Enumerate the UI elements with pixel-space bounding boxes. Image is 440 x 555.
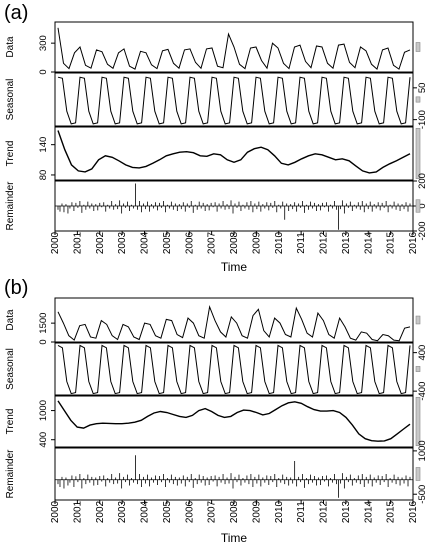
x-tick-label: 2004 — [140, 500, 151, 523]
panel-frame-remainder — [54, 447, 414, 501]
x-tick-label: 2002 — [95, 231, 106, 254]
x-tick-label: 2012 — [319, 231, 330, 254]
x-tick-label: 2013 — [341, 231, 352, 254]
x-tick-label: 2016 — [408, 500, 419, 523]
x-tick-label: 2007 — [207, 500, 218, 523]
component-label: Trend — [5, 141, 16, 167]
scale-bar — [415, 42, 421, 52]
scale-bar — [415, 315, 421, 325]
y-tick-label: 0 — [38, 339, 49, 344]
component-label: Data — [5, 309, 16, 331]
y-tick-label: -400 — [417, 382, 428, 401]
scale-bar — [415, 128, 421, 179]
x-tick-label: 2016 — [408, 231, 419, 254]
component-label: Remainder — [5, 449, 16, 499]
x-tick-label: 2012 — [319, 500, 330, 523]
chart-panel-0: Data 0 300 Seasonal -100 50 Trend 80 140 Remainde… — [5, 21, 428, 274]
series-line-seasonal — [57, 344, 411, 395]
panel-frame-trend — [54, 126, 414, 181]
x-tick-label: 2008 — [229, 231, 240, 254]
scale-bar — [415, 366, 421, 372]
component-label: Remainder — [5, 181, 16, 231]
y-tick-label: 0 — [417, 203, 428, 208]
scale-bar — [415, 96, 421, 103]
x-tick-label: 2000 — [50, 231, 61, 254]
component-label: Seasonal — [5, 79, 16, 121]
x-tick-label: 2007 — [207, 231, 218, 254]
y-tick-label: 200 — [417, 173, 428, 189]
x-axis-label: Time — [221, 260, 248, 274]
series-line-seasonal — [57, 76, 411, 125]
panel-frame-data — [54, 21, 414, 73]
panel-frame-seasonal — [54, 72, 414, 127]
x-tick-label: 2011 — [296, 501, 307, 523]
y-tick-label: 1000 — [38, 400, 49, 421]
x-tick-label: 2009 — [251, 231, 262, 254]
scale-bar — [415, 467, 421, 481]
y-tick-label: 1500 — [38, 313, 49, 334]
x-tick-label: 2010 — [274, 231, 285, 254]
x-tick-label: 2006 — [184, 231, 195, 254]
y-tick-label: 300 — [38, 35, 49, 51]
component-label: Trend — [5, 409, 16, 435]
x-tick-label: 2005 — [162, 500, 173, 523]
y-tick-label: -200 — [417, 221, 428, 240]
panel-frame-seasonal — [54, 342, 414, 396]
scale-bar — [415, 199, 421, 213]
component-label: Seasonal — [5, 348, 16, 390]
series-line-data — [57, 27, 411, 70]
x-tick-label: 2015 — [386, 231, 397, 254]
x-tick-label: 2008 — [229, 500, 240, 523]
x-tick-label: 2009 — [251, 500, 262, 523]
x-tick-label: 2002 — [95, 500, 106, 523]
component-label: Data — [5, 36, 16, 58]
x-tick-label: 2003 — [117, 500, 128, 523]
y-tick-label: 1000 — [417, 440, 428, 461]
x-tick-label: 2010 — [274, 500, 285, 523]
x-tick-label: 2001 — [72, 231, 83, 254]
chart-panel-1: Data 0 1500 Seasonal -400 400 Trend 400 1000 Rema… — [5, 297, 428, 545]
x-tick-label: 2013 — [341, 500, 352, 523]
series-line-trend — [57, 130, 411, 174]
x-tick-label: 2014 — [363, 231, 374, 254]
x-tick-label: 2004 — [140, 231, 151, 254]
panel-label-b: (b) — [4, 277, 29, 299]
x-tick-label: 2001 — [72, 500, 83, 523]
series-line-trend — [57, 400, 411, 442]
x-tick-label: 2005 — [162, 231, 173, 254]
y-tick-label: 400 — [38, 432, 49, 448]
x-tick-label: 2015 — [386, 500, 397, 523]
x-tick-label: 2003 — [117, 231, 128, 254]
x-tick-label: 2011 — [296, 232, 307, 254]
y-tick-label: 0 — [38, 69, 49, 74]
y-tick-label: 80 — [38, 170, 49, 181]
y-tick-label: -100 — [417, 110, 428, 129]
x-tick-label: 2014 — [363, 500, 374, 523]
x-axis-label: Time — [221, 531, 248, 545]
scale-bar — [415, 396, 421, 447]
y-tick-label: 400 — [417, 345, 428, 361]
y-tick-label: -500 — [417, 485, 428, 504]
y-tick-label: 140 — [38, 137, 49, 153]
x-tick-label: 2006 — [184, 500, 195, 523]
panel-label-a: (a) — [4, 2, 29, 24]
panel-frame-trend — [54, 395, 414, 448]
y-tick-label: 50 — [417, 83, 428, 94]
panel-frame-data — [54, 297, 414, 343]
x-tick-label: 2000 — [50, 500, 61, 523]
series-line-data — [57, 304, 411, 342]
